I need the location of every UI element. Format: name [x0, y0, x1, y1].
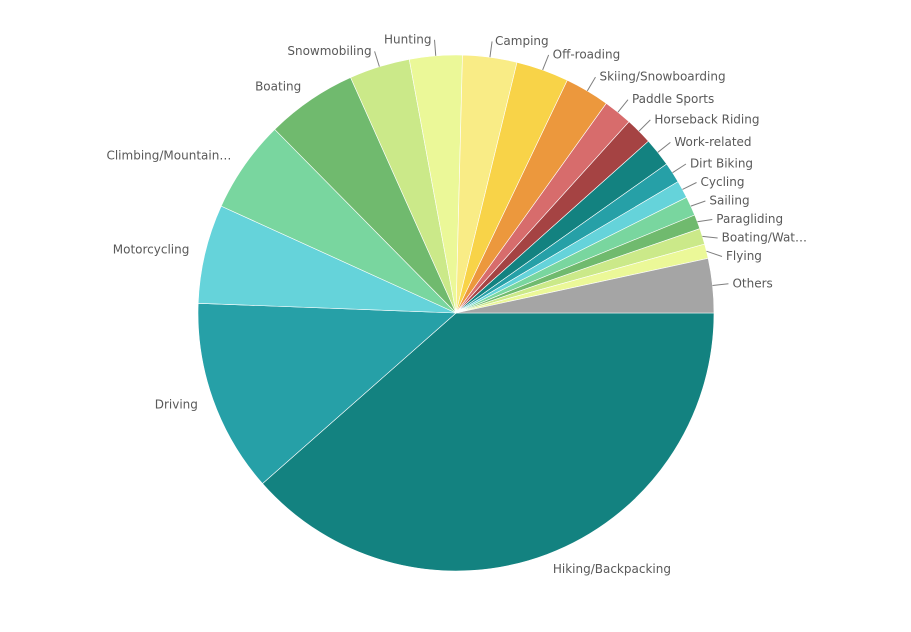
pie-slice — [455, 257, 715, 314]
slice-label: Boating/Wat… — [722, 231, 807, 245]
leader-line — [374, 51, 380, 67]
slice-label: Boating — [255, 79, 301, 93]
leader-line — [434, 39, 437, 56]
slice-label: Snowmobiling — [287, 44, 371, 58]
leader-line — [542, 54, 550, 71]
leader-line — [672, 163, 687, 174]
slice-label: Flying — [726, 249, 762, 263]
leader-line — [586, 76, 596, 92]
slice-label: Dirt Biking — [690, 157, 753, 171]
leader-line — [706, 250, 723, 257]
slice-label: Camping — [495, 34, 549, 48]
leader-line — [702, 235, 718, 239]
slice-label: Sailing — [709, 194, 749, 208]
leader-line — [682, 182, 697, 190]
leader-line — [657, 141, 671, 153]
pie-slice — [262, 312, 715, 572]
leader-line — [638, 119, 651, 132]
slice-label: Hiking/Backpacking — [553, 562, 671, 576]
slice-label: Off-roading — [553, 47, 621, 61]
slice-label: Work-related — [674, 135, 751, 149]
leader-line — [617, 99, 629, 113]
slice-label: Climbing/Mountain… — [106, 149, 231, 163]
slice-label: Paragliding — [716, 212, 783, 226]
slice-label: Others — [732, 276, 772, 290]
slice-label: Motorcycling — [113, 242, 190, 256]
slice-label: Horseback Riding — [654, 112, 759, 126]
leader-line — [697, 219, 713, 223]
slice-label: Driving — [155, 398, 198, 412]
slice-label: Paddle Sports — [632, 92, 714, 106]
slice-label: Cycling — [701, 175, 745, 189]
slice-label: Skiing/Snowboarding — [599, 70, 725, 84]
leader-line — [690, 200, 706, 207]
leader-line — [489, 41, 493, 58]
pie-slice — [197, 302, 457, 485]
leader-line — [712, 283, 729, 286]
slice-label: Hunting — [384, 32, 432, 46]
